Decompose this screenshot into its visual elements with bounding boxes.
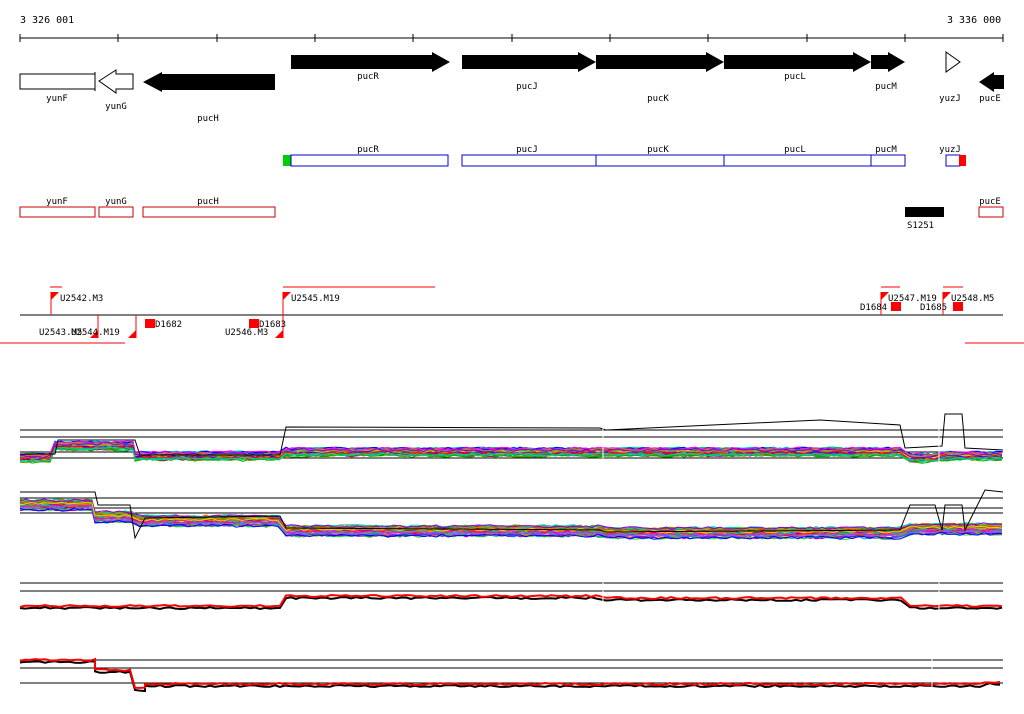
marker-label-D1684: D1684 bbox=[860, 303, 887, 313]
feature-label-pucH: pucH bbox=[197, 197, 219, 207]
panel2-series bbox=[19, 500, 1003, 533]
feature-label-pucR: pucR bbox=[357, 145, 379, 155]
marker-label-U2544: U2544.M19 bbox=[71, 328, 120, 338]
transcript-marker-track: U2542.M3 U2545.M19 U2547.M19 U2548.M5 U2… bbox=[0, 286, 1024, 344]
panel3-series-red bbox=[19, 593, 1003, 608]
feature-box-S1251[interactable] bbox=[905, 207, 944, 217]
feature-label-pucE: pucE bbox=[979, 197, 1001, 207]
ruler-end-label: 3 336 000 bbox=[947, 15, 1001, 26]
gene-arrow-yunF[interactable]: yunF bbox=[19, 72, 96, 104]
feature-box-pucL[interactable] bbox=[723, 154, 872, 167]
marker-label-U2545: U2545.M19 bbox=[291, 294, 340, 304]
gene-arrow-yuzJ[interactable]: yuzJ bbox=[939, 51, 961, 104]
marker-U2542[interactable]: U2542.M3 bbox=[50, 292, 103, 315]
feature-label-yuzJ: yuzJ bbox=[939, 145, 961, 155]
panel1-series bbox=[19, 442, 1003, 458]
gene-label-pucE: pucE bbox=[979, 94, 1001, 104]
feature-label-pucL: pucL bbox=[784, 145, 806, 155]
gene-arrow-pucE[interactable]: pucE bbox=[979, 72, 1004, 104]
marker-label-U2548: U2548.M5 bbox=[951, 294, 994, 304]
panel2-reference bbox=[20, 489, 1004, 540]
feature-label-yunF: yunF bbox=[46, 197, 68, 207]
marker-label-D1685: D1685 bbox=[920, 303, 947, 313]
feature-box-pucK[interactable] bbox=[595, 154, 725, 167]
gene-arrow-pucK[interactable]: pucK bbox=[596, 52, 724, 104]
gene-arrow-pucJ[interactable]: pucJ bbox=[462, 52, 596, 92]
gene-label-yuzJ: yuzJ bbox=[939, 94, 961, 104]
feature-box-yuzJ[interactable] bbox=[945, 154, 961, 167]
gene-label-pucK: pucK bbox=[647, 94, 669, 104]
feature-label-S1251: S1251 bbox=[907, 221, 934, 231]
marker-label-U2547: U2547.M19 bbox=[888, 294, 937, 304]
expression-profiles bbox=[19, 413, 1004, 693]
feature-label-pucK: pucK bbox=[647, 145, 669, 155]
gene-arrow-pucR[interactable]: pucR bbox=[291, 52, 450, 82]
gene-arrow-yunG[interactable]: yunG bbox=[98, 69, 134, 112]
panel1-series bbox=[19, 446, 1003, 462]
marker-U2548[interactable]: U2548.M5 bbox=[942, 292, 994, 315]
gene-label-yunF: yunF bbox=[46, 94, 68, 104]
panel4-series-black bbox=[19, 660, 1001, 693]
feature-box-yunG[interactable] bbox=[98, 206, 134, 218]
marker-U2543[interactable]: U2543.M5 bbox=[39, 315, 99, 338]
coordinate-ruler: 3 326 001 3 336 000 bbox=[19, 15, 1004, 42]
reverse-feature-track: yunF yunG pucH pucE S1251 bbox=[19, 197, 1004, 231]
start-marker bbox=[283, 155, 291, 166]
marker-label-D1683: D1683 bbox=[259, 320, 286, 330]
feature-box-yunF[interactable] bbox=[19, 206, 96, 218]
marker-D1682[interactable]: D1682 bbox=[145, 319, 182, 330]
marker-label-U2543: U2543.M5 bbox=[39, 328, 82, 338]
gene-label-yunG: yunG bbox=[105, 102, 127, 112]
feature-label-pucM: pucM bbox=[875, 145, 897, 155]
gene-arrow-pucH[interactable]: pucH bbox=[143, 72, 275, 124]
gene-label-pucM: pucM bbox=[875, 82, 897, 92]
gene-label-pucR: pucR bbox=[357, 72, 379, 82]
marker-D1684[interactable]: D1684 bbox=[860, 302, 901, 313]
feature-label-yunG: yunG bbox=[105, 197, 127, 207]
gene-label-pucJ: pucJ bbox=[516, 82, 538, 92]
gene-arrow-pucM[interactable]: pucM bbox=[871, 52, 905, 92]
marker-label-D1682: D1682 bbox=[155, 320, 182, 330]
marker-U2545[interactable]: U2545.M19 bbox=[282, 292, 340, 315]
gene-track: yunF yunG pucH pucR pucJ pucK pu bbox=[19, 51, 1004, 124]
feature-box-pucR[interactable] bbox=[290, 154, 449, 167]
marker-label-U2542: U2542.M3 bbox=[60, 294, 103, 304]
gene-arrow-pucL[interactable]: pucL bbox=[724, 52, 871, 82]
marker-U2544[interactable]: U2544.M19 bbox=[71, 315, 137, 338]
stop-marker bbox=[959, 155, 966, 166]
panel2-series bbox=[19, 505, 1003, 538]
panel2-series bbox=[19, 507, 1003, 540]
panel3-series-black bbox=[19, 595, 1003, 611]
feature-box-pucH[interactable] bbox=[142, 206, 276, 218]
panel4-series-red bbox=[19, 657, 1001, 689]
marker-U2547[interactable]: U2547.M19 bbox=[880, 292, 937, 315]
marker-D1683[interactable]: D1683 bbox=[249, 319, 286, 330]
feature-box-pucM[interactable] bbox=[870, 154, 906, 167]
gene-label-pucL: pucL bbox=[784, 72, 806, 82]
panel1-reference bbox=[20, 413, 1004, 456]
ruler-start-label: 3 326 001 bbox=[20, 15, 74, 26]
marker-D1685[interactable]: D1685 bbox=[920, 302, 963, 313]
feature-label-pucJ: pucJ bbox=[516, 145, 538, 155]
gene-label-pucH: pucH bbox=[197, 114, 219, 124]
marker-U2546[interactable]: U2546.M3 bbox=[225, 315, 284, 338]
marker-label-U2546: U2546.M3 bbox=[225, 328, 268, 338]
forward-feature-track: pucR pucJ pucK pucL pucM yuzJ bbox=[283, 145, 966, 167]
feature-box-pucJ[interactable] bbox=[461, 154, 597, 167]
panel2-series bbox=[19, 498, 1003, 531]
feature-box-pucE[interactable] bbox=[978, 206, 1004, 218]
